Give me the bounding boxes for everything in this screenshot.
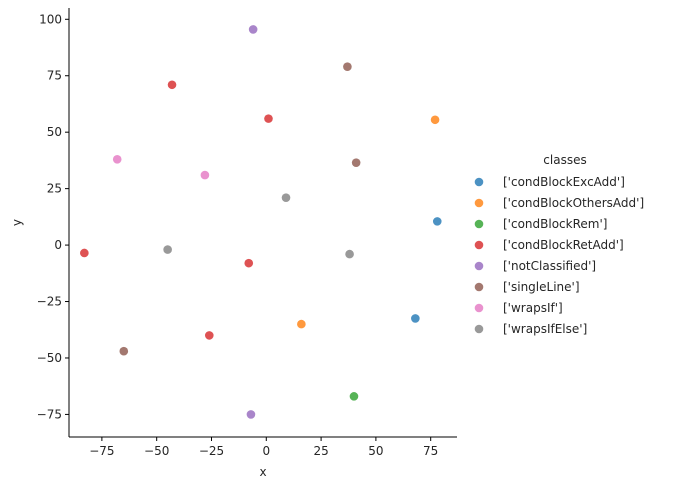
data-point [432,217,442,226]
data-point [80,248,89,258]
x-tick-label: −50 [144,444,169,458]
x-tick-label: 75 [423,444,438,458]
y-tick-label: 50 [47,125,62,139]
legend-items: ['condBlockExcAdd'] ['condBlockOthersAdd'… [474,175,644,336]
data-point [163,245,172,254]
legend-item-label: ['singleLine'] [503,280,580,294]
x-tick-label: −75 [89,444,114,458]
x-tick-label: 0 [262,444,270,458]
y-tick-label: 25 [47,182,62,196]
legend-marker [474,303,484,313]
legend-item-label: ['condBlockOthersAdd'] [503,196,644,210]
legend-item-label: ['wrapsIf'] [503,301,563,315]
legend-marker [474,219,484,229]
legend-item-label: ['condBlockExcAdd'] [503,175,625,189]
data-point [351,158,361,167]
legend-marker [474,198,484,208]
data-point [264,114,273,123]
legend-item-label: ['condBlockRetAdd'] [503,238,624,252]
data-point [246,410,256,419]
legend-item-label: ['condBlockRem'] [503,217,607,231]
legend-marker [474,324,484,334]
y-ticks: −75 −50 −25 0 25 50 75 100 [37,12,69,421]
y-axis-label: y [10,219,24,226]
data-point [345,249,354,259]
x-ticks: −75 −50 −25 0 25 50 75 [89,437,438,458]
y-tick-label: 75 [47,69,62,83]
data-point [248,25,258,34]
legend-title: classes [543,153,586,167]
data-point [430,115,440,125]
data-point [200,170,210,180]
data-point [349,392,359,401]
x-axis-label: x [259,465,266,479]
legend-item-label: ['wrapsIfElse'] [503,322,587,336]
x-tick-label: 50 [368,444,383,458]
data-point [204,331,214,340]
legend-marker [474,240,484,250]
x-tick-label: −25 [199,444,224,458]
data-point [244,258,254,268]
data-point [167,80,177,90]
legend-marker [474,261,484,271]
legend: classes ['condBlockExcAdd'] ['condBlockOt… [474,153,644,336]
data-point [297,319,306,329]
y-tick-label: −50 [37,351,62,365]
legend-item-label: ['notClassified'] [503,259,596,273]
legend-marker [474,177,484,187]
y-tick-label: −25 [37,295,62,309]
data-point [119,346,129,356]
data-point [411,314,420,323]
legend-marker [474,282,484,292]
data-point [112,154,122,164]
data-point [281,193,291,202]
y-tick-label: −75 [37,407,62,421]
points-layer [80,25,442,419]
x-tick-label: 25 [313,444,328,458]
y-tick-label: 100 [39,12,62,26]
data-point [343,62,352,72]
y-tick-label: 0 [54,238,62,252]
